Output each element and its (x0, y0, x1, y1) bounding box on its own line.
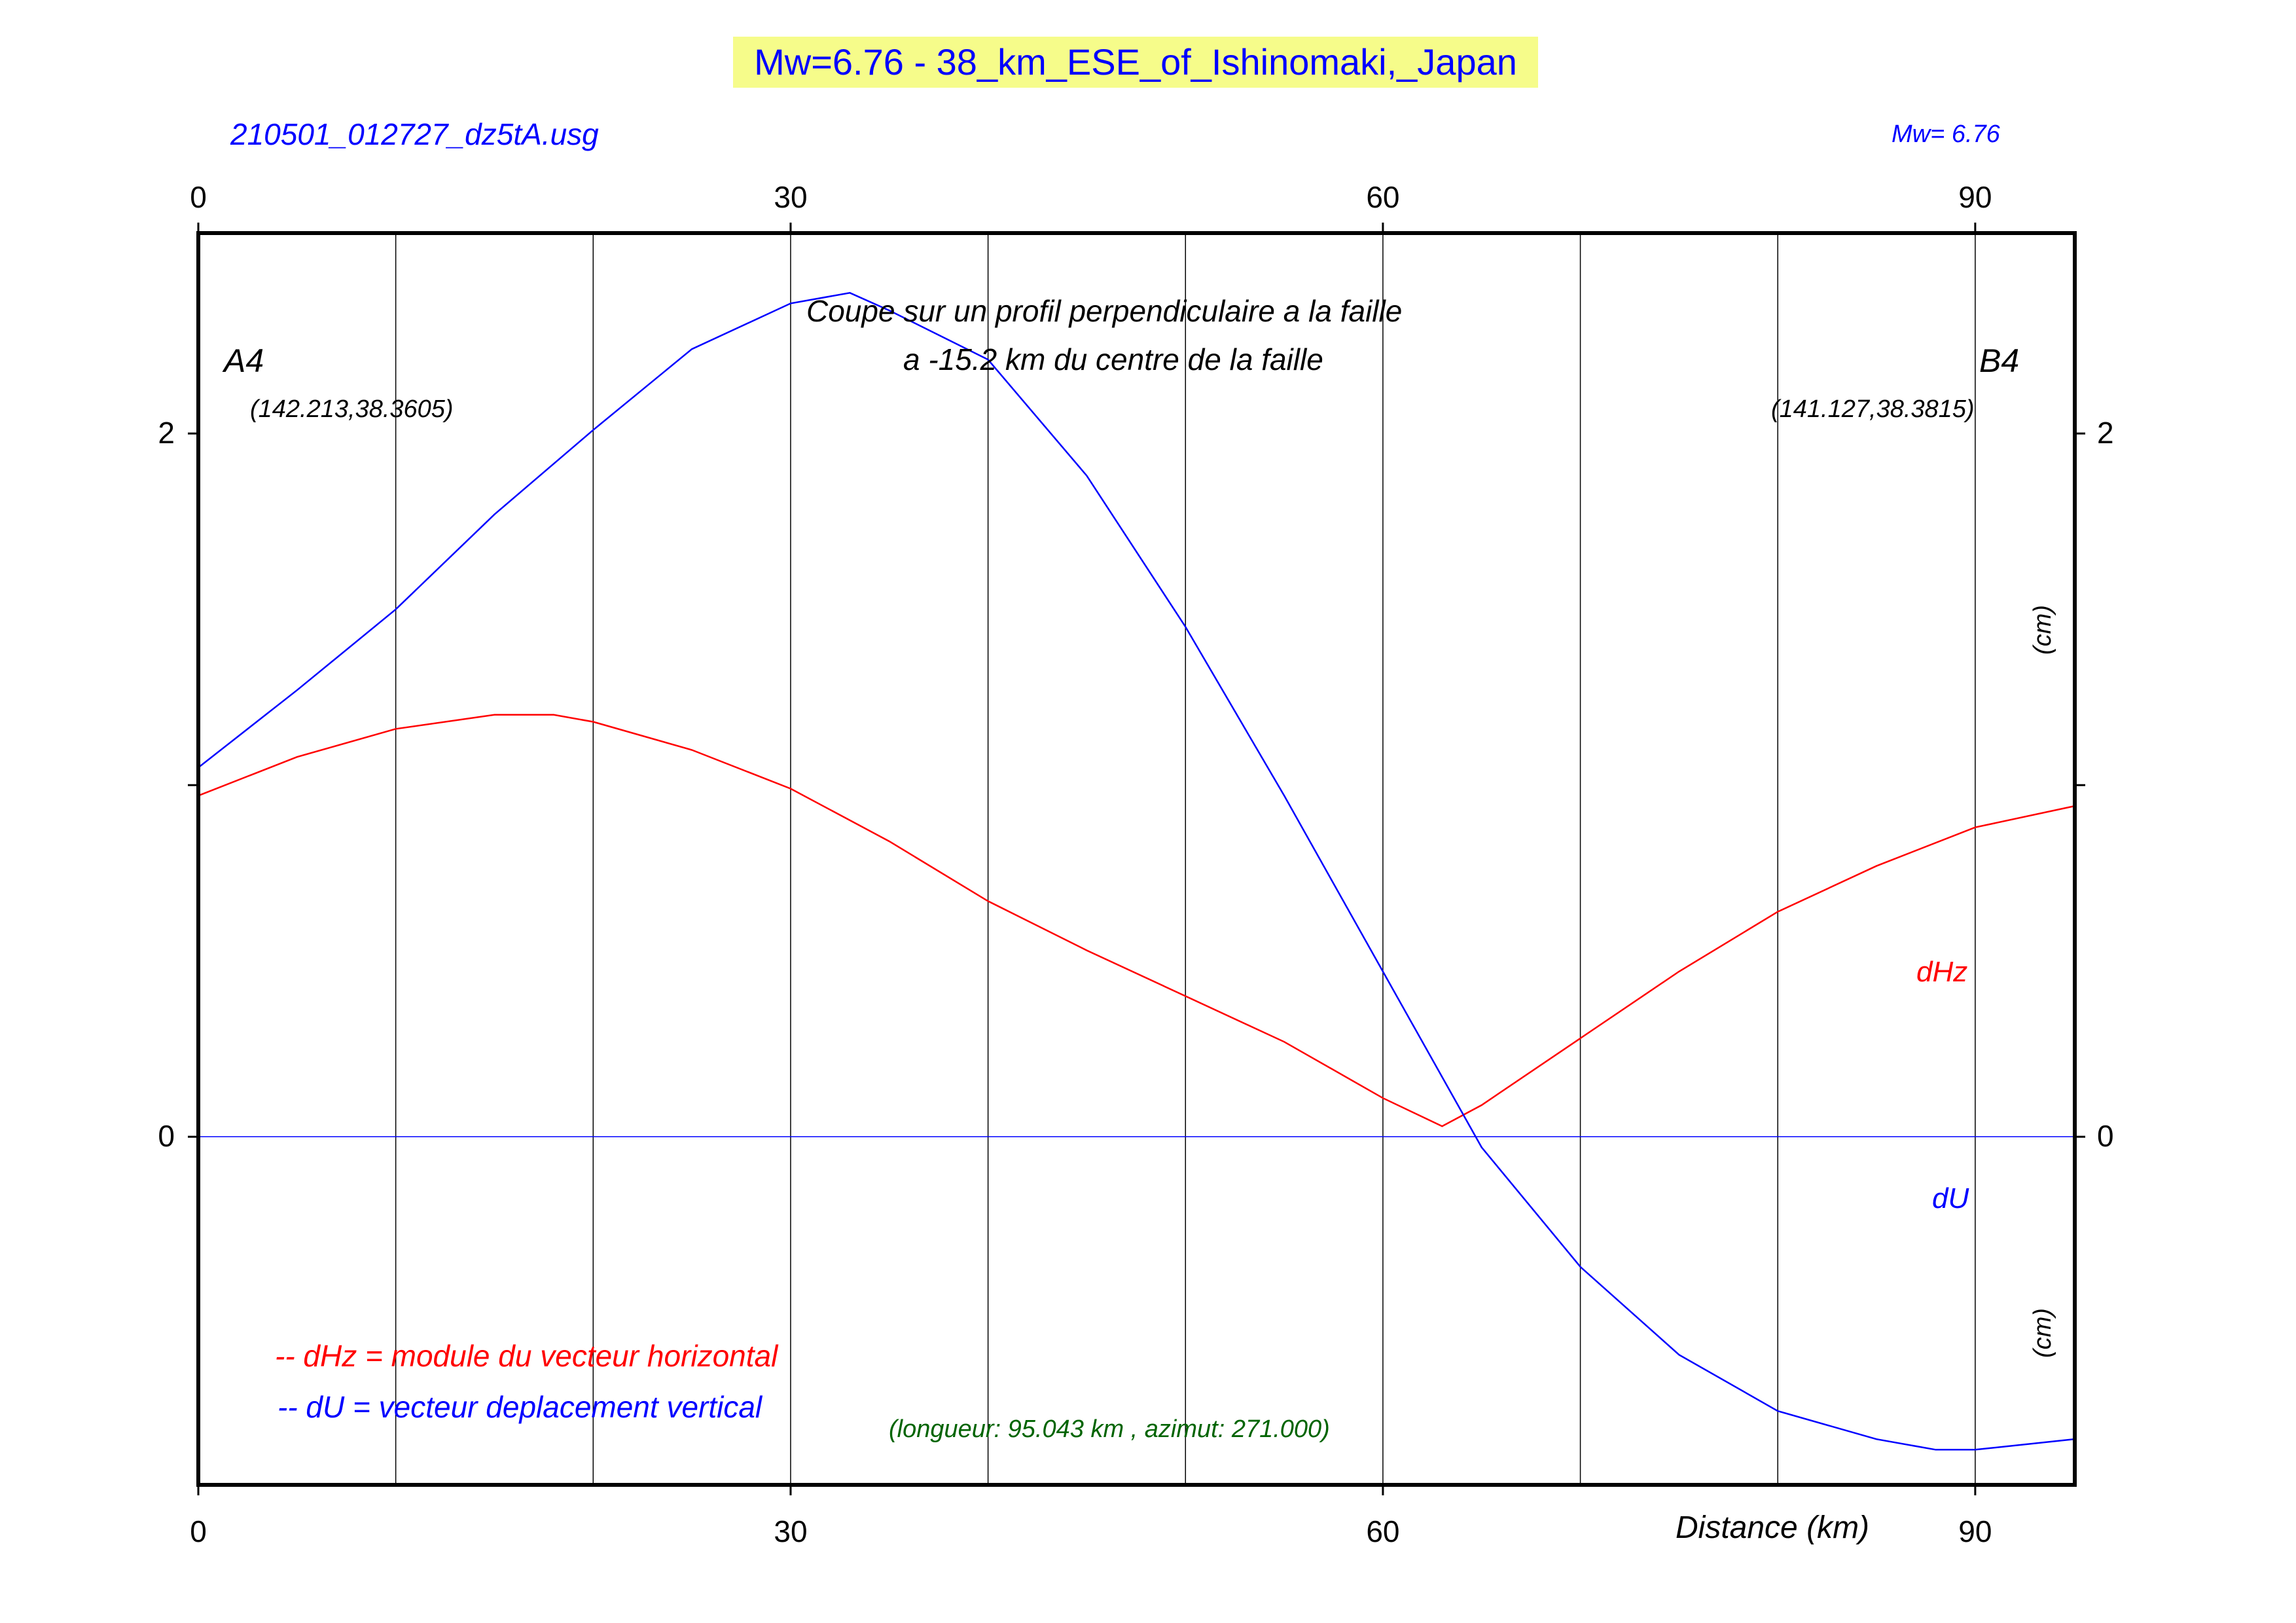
y-axis-unit-upper: (cm) (2029, 605, 2056, 655)
x-tick-label-top: 60 (1366, 180, 1400, 214)
profile-start-label: A4 (224, 342, 264, 379)
legend-du: -- dU = vecteur deplacement vertical (278, 1390, 762, 1424)
title-banner: Mw=6.76 - 38_km_ESE_of_Ishinomaki,_Japan (733, 37, 1538, 88)
series-line-du (198, 292, 2074, 1451)
profile-end-coords: (141.127,38.3815) (1771, 395, 1975, 423)
y-tick-label-right: 2 (2097, 416, 2114, 450)
x-tick-label-bottom: 0 (190, 1514, 207, 1548)
y-tick-label-left: 2 (158, 416, 175, 450)
file-label: 210501_012727_dz5tA.usg (230, 117, 599, 151)
y-tick-label-right: 0 (2097, 1119, 2114, 1154)
legend-dhz: -- dHz = module du vecteur horizontal (275, 1339, 778, 1373)
x-tick-label-bottom: 60 (1366, 1514, 1400, 1548)
profile-length-azimuth: (longueur: 95.043 km , azimut: 271.000) (889, 1415, 1330, 1443)
x-tick-label-top: 90 (1958, 180, 1992, 214)
chart-title: Mw=6.76 - 38_km_ESE_of_Ishinomaki,_Japan (754, 41, 1517, 82)
profile-start-coords: (142.213,38.3605) (250, 395, 454, 423)
magnitude-label: Mw= 6.76 (1892, 120, 2000, 148)
x-tick-label-bottom: 90 (1958, 1514, 1992, 1548)
y-axis-unit-lower: (cm) (2029, 1308, 2056, 1358)
series-label-dhz: dHz (1916, 956, 1968, 988)
profile-caption-line2: a -15.2 km du centre de la faille (903, 342, 1323, 376)
y-tick-label-left: 0 (158, 1119, 175, 1154)
series-label-du: dU (1932, 1182, 1969, 1214)
series-line-dhz (198, 714, 2074, 1127)
x-tick-label-bottom: 30 (774, 1514, 808, 1548)
x-tick-label-top: 0 (190, 180, 207, 214)
x-axis-label: Distance (km) (1676, 1510, 1870, 1545)
plot-frame (196, 231, 2077, 1487)
profile-end-label: B4 (1979, 342, 2020, 379)
profile-caption-line1: Coupe sur un profil perpendiculaire a la… (806, 294, 1403, 328)
x-tick-label-top: 30 (774, 180, 808, 214)
